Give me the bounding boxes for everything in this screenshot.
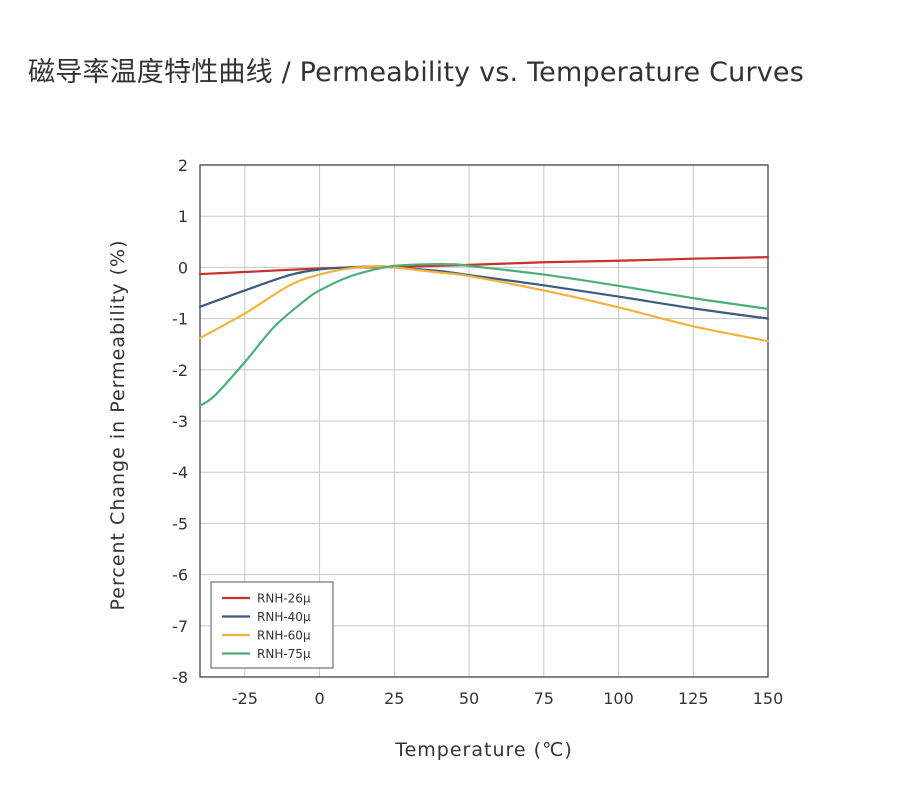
series-line-1: [198, 256, 770, 276]
x-tick-label: 150: [753, 689, 784, 708]
x-tick-label: 75: [534, 689, 554, 708]
legend: RNH-26μ RNH-40μ RNH-60μ RNH-75μ: [210, 581, 334, 669]
legend-label-4: RNH-75μ: [257, 647, 311, 661]
y-tick-label: -5: [172, 514, 188, 533]
page-title: 磁导率温度特性曲线 / Permeability vs. Temperature…: [28, 57, 805, 88]
x-tick-label: 0: [314, 689, 324, 708]
y-axis-ticks: 2 1 0 -1 -2 -3 -4 -5 -6 -7 -8: [172, 156, 188, 687]
x-tick-label: 125: [678, 689, 709, 708]
legend-label-1: RNH-26μ: [257, 592, 311, 606]
legend-label-3: RNH-60μ: [257, 629, 311, 643]
y-tick-label: -6: [172, 566, 188, 585]
plot-frame: [199, 164, 769, 678]
x-axis-label: Temperature (℃): [394, 739, 573, 761]
y-tick-label: -1: [172, 310, 188, 329]
x-axis-ticks: -25 0 25 50 75 100 125 150: [232, 689, 784, 708]
y-tick-label: 0: [178, 258, 188, 277]
series-line-3: [198, 265, 770, 343]
y-tick-label: -3: [172, 412, 188, 431]
y-tick-label: 2: [178, 156, 188, 175]
y-tick-label: -4: [172, 463, 188, 482]
legend-label-2: RNH-40μ: [257, 610, 311, 624]
y-axis-label: Percent Change in Permeability (%): [107, 240, 129, 611]
x-tick-label: 50: [459, 689, 479, 708]
x-tick-label: 100: [603, 689, 634, 708]
x-tick-label: 25: [384, 689, 404, 708]
y-tick-label: 1: [178, 207, 188, 226]
series-line-2: [198, 265, 770, 320]
x-tick-label: -25: [232, 689, 258, 708]
series-lines: [198, 256, 770, 407]
y-tick-label: -7: [172, 617, 188, 636]
y-tick-label: -8: [172, 668, 188, 687]
series-line-4: [198, 263, 770, 407]
y-tick-label: -2: [172, 361, 188, 380]
